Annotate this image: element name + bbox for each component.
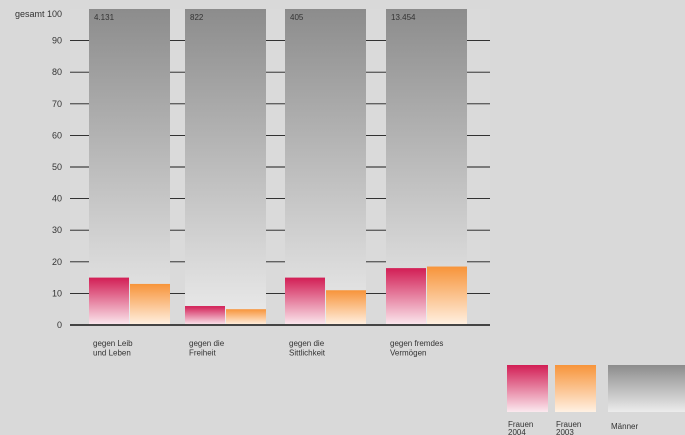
legend-label-0-line-1: 2004 [508,428,526,435]
category-label-0-line-1: und Leben [93,349,131,358]
legend-swatch-2 [608,365,685,412]
bar-frauen-2003-2 [326,290,366,325]
bar-frauen-2003-1 [226,309,266,325]
category-label-1-line-1: Freiheit [189,349,216,358]
total-label-3: 13.454 [391,13,416,22]
bar-frauen-2003-0 [130,283,170,325]
y-tick-label-70: 70 [52,99,62,109]
bar-frauen-2004-1 [185,306,225,325]
category-label-2-line-0: gegen die [289,339,325,348]
y-tick-label-80: 80 [52,67,62,77]
y-top-label: gesamt 100 [15,9,62,19]
bar-frauen-2004-0 [89,277,129,325]
category-label-2-line-1: Sittlichkeit [289,349,326,358]
legend-swatch-0 [507,365,548,412]
category-label-0-line-0: gegen Leib [93,339,133,348]
legend-label-1-line-1: 2003 [556,428,574,435]
y-tick-label-50: 50 [52,162,62,172]
y-tick-label-0: 0 [57,320,62,330]
bar-maenner-1 [185,9,266,325]
legend-label-2-line-0: Männer [611,422,638,431]
category-label-1-line-0: gegen die [189,339,225,348]
bar-frauen-2004-2 [285,277,325,325]
bar-maenner-2 [285,9,366,325]
bar-maenner-0 [89,9,170,325]
y-tick-label-40: 40 [52,194,62,204]
bar-frauen-2003-3 [427,266,467,325]
total-label-1: 822 [190,13,204,22]
y-tick-label-60: 60 [52,130,62,140]
bar-frauen-2004-3 [386,268,426,325]
category-label-3-line-0: gegen fremdes [390,339,443,348]
legend-swatch-1 [555,365,596,412]
total-label-2: 405 [290,13,304,22]
y-tick-label-30: 30 [52,225,62,235]
y-tick-label-90: 90 [52,36,62,46]
y-tick-label-10: 10 [52,288,62,298]
legend-label-1-line-0: Frauen [556,420,581,429]
y-tick-label-20: 20 [52,257,62,267]
total-label-0: 4.131 [94,13,115,22]
category-label-3-line-1: Vermögen [390,349,426,358]
legend-label-0-line-0: Frauen [508,420,533,429]
